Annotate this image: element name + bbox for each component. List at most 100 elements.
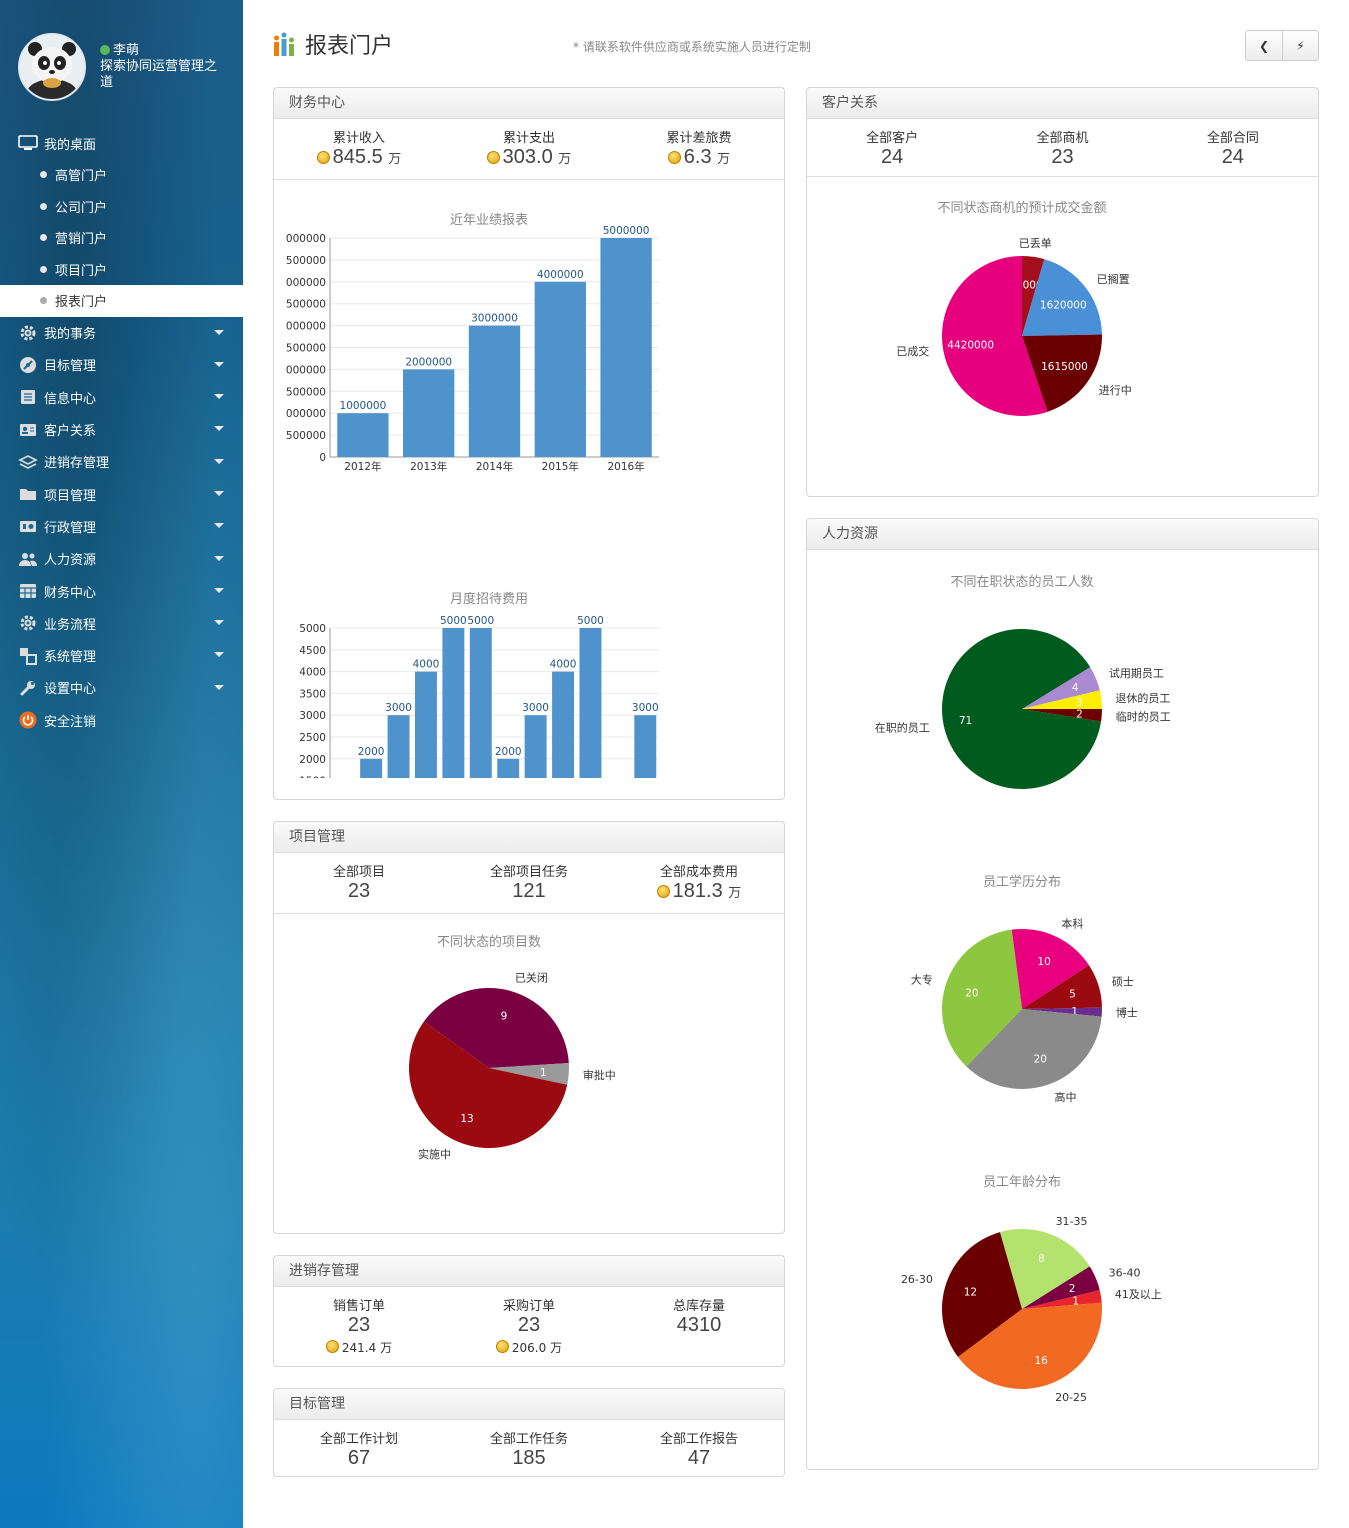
stat-total-expense[interactable]: 累计支出 303.0 万	[444, 119, 614, 179]
pie-value-label: 20	[965, 987, 978, 999]
pie-category-label: 在职的员工	[875, 720, 930, 734]
y-tick-label: 000000	[286, 277, 326, 289]
bar	[468, 325, 521, 457]
pie-category-label: 退休的员工	[1115, 691, 1170, 705]
panda-avatar-icon	[20, 35, 84, 99]
pie-slice	[999, 1229, 1090, 1309]
nav-item-label: 项目管理	[44, 488, 97, 504]
bar-value-label: 1000000	[340, 400, 387, 412]
nav-sub-project-portal[interactable]: 项目门户	[0, 254, 243, 286]
nav-logout[interactable]: 安全注销	[0, 704, 243, 736]
pie-slice	[966, 1009, 1102, 1089]
nav-sub-company-portal[interactable]: 公司门户	[0, 191, 243, 223]
nav-workflow[interactable]: 业务流程	[0, 607, 243, 639]
inventory-panel-title: 进销存管理	[274, 1256, 784, 1287]
stat-value: 845.5 万	[274, 146, 444, 169]
stat-all-customers[interactable]: 全部客户 24	[807, 119, 977, 176]
project-panel: 项目管理 全部项目 23 全部项目任务 121 全部成本费用 181.3 万 不同状态…	[273, 821, 785, 1234]
stat-all-costs[interactable]: 全部成本费用 181.3 万	[614, 853, 784, 913]
nav-project-management[interactable]: 项目管理	[0, 478, 243, 510]
pie-slice	[1011, 929, 1090, 1009]
crm-stats: 全部客户 24 全部商机 23 全部合同 24	[807, 119, 1318, 177]
nav-sub-marketing-portal[interactable]: 营销门户	[0, 222, 243, 254]
stat-all-project-tasks[interactable]: 全部项目任务 121	[444, 853, 614, 913]
stat-sales-orders[interactable]: 销售订单 23 241.4 万	[274, 1287, 444, 1366]
nav-item-label: 目标管理	[44, 359, 97, 375]
nav-admin-management[interactable]: 行政管理	[0, 510, 243, 542]
pie-slice	[1022, 334, 1102, 412]
bar-value-label: 3000	[385, 702, 412, 714]
calculator-icon	[18, 582, 38, 600]
pie-category-label: 已丢单	[1019, 237, 1052, 250]
workflow-gear-icon	[18, 614, 38, 632]
y-tick-label: 000000	[286, 408, 326, 420]
stat-label: 累计支出	[502, 131, 555, 146]
bar-value-label: 3000	[632, 702, 659, 714]
nav-sub-executive-portal[interactable]: 高管门户	[0, 159, 243, 191]
crm-panel-title: 客户关系	[807, 88, 1318, 119]
pie-value-label: 1	[1072, 1295, 1079, 1307]
pie-category-label: 已搁置	[1097, 272, 1130, 286]
pie-slice	[1022, 1266, 1100, 1309]
quick-action-button[interactable]: ⚡	[1282, 31, 1318, 60]
pie-slice	[942, 1232, 1022, 1357]
stat-work-reports[interactable]: 全部工作报告 47	[614, 1420, 784, 1476]
user-name-text: 李萌	[113, 43, 140, 58]
stat-sub-text: 241.4 万	[341, 1341, 393, 1355]
bar	[337, 413, 389, 457]
nav-item-label: 安全注销	[44, 714, 97, 730]
user-avatar[interactable]	[18, 33, 86, 101]
bar	[414, 671, 437, 778]
y-tick-label: 500000	[286, 343, 326, 355]
stat-unit: 万	[558, 151, 572, 166]
chart-title: 不同状态商机的预计成交金额	[937, 200, 1106, 216]
nav-info-center[interactable]: 信息中心	[0, 381, 243, 413]
pie-value-label: 4420000	[947, 339, 994, 351]
gear-icon	[18, 324, 38, 342]
nav-crm[interactable]: 客户关系	[0, 413, 243, 445]
pie-value-label: 16	[1034, 1355, 1048, 1367]
nav-sub-label: 营销门户	[55, 232, 108, 248]
nav-goal-management[interactable]: 目标管理	[0, 349, 243, 381]
nav-settings-center[interactable]: 设置中心	[0, 672, 243, 704]
pie-slice	[942, 929, 1022, 1067]
bar-value-label: 5000000	[603, 225, 650, 237]
nav-system-management[interactable]: 系统管理	[0, 639, 243, 671]
stat-total-stock[interactable]: 总库存量 4310	[614, 1287, 784, 1366]
nav-my-desk[interactable]: 我的桌面	[0, 127, 243, 159]
chart-title: 员工年龄分布	[983, 1175, 1061, 1190]
stat-all-contracts[interactable]: 全部合同 24	[1148, 119, 1318, 176]
stat-travel-expense[interactable]: 累计差旅费 6.3 万	[614, 119, 784, 179]
nav-sub-report-portal[interactable]: 报表门户	[0, 285, 243, 317]
pie-category-label: 已关闭	[515, 971, 548, 985]
goal-stats: 全部工作计划 67 全部工作任务 185 全部工作报告 47	[274, 1420, 784, 1476]
chevron-down-icon	[214, 684, 224, 690]
pie-category-label: 已成交	[896, 344, 929, 358]
stat-label: 全部工作任务	[489, 1432, 568, 1447]
stat-all-projects[interactable]: 全部项目 23	[274, 853, 444, 913]
project-stats: 全部项目 23 全部项目任务 121 全部成本费用 181.3 万	[274, 853, 784, 914]
folder-icon	[18, 485, 38, 503]
nav-inventory[interactable]: 进销存管理	[0, 446, 243, 478]
stat-work-tasks[interactable]: 全部工作任务 185	[444, 1420, 614, 1476]
nav-finance[interactable]: 财务中心	[0, 575, 243, 607]
stat-total-income[interactable]: 累计收入 845.5 万	[274, 119, 444, 179]
monitor-icon	[18, 134, 38, 152]
coin-icon	[495, 1340, 509, 1353]
stat-label: 全部项目	[332, 865, 385, 880]
y-tick-label: 000000	[286, 364, 326, 376]
online-status-icon	[100, 45, 110, 55]
nav-my-affairs[interactable]: 我的事务	[0, 317, 243, 349]
nav-hr[interactable]: 人力资源	[0, 543, 243, 575]
stat-purchase-orders[interactable]: 采购订单 23 206.0 万	[444, 1287, 614, 1366]
coin-icon	[325, 1340, 339, 1353]
stat-work-plans[interactable]: 全部工作计划 67	[274, 1420, 444, 1476]
chevron-down-icon	[214, 620, 224, 626]
chevron-down-icon	[214, 490, 224, 496]
back-button[interactable]: ❮	[1246, 31, 1282, 60]
stat-label: 采购订单	[502, 1299, 555, 1314]
stat-all-opportunities[interactable]: 全部商机 23	[977, 119, 1147, 176]
age-pie-chart: 员工年龄分布 8 31-35 2 36-40 1 41及以上 16 20-25 12 26-30	[901, 1175, 1162, 1404]
bar	[600, 238, 652, 457]
pie-slice	[423, 988, 569, 1068]
